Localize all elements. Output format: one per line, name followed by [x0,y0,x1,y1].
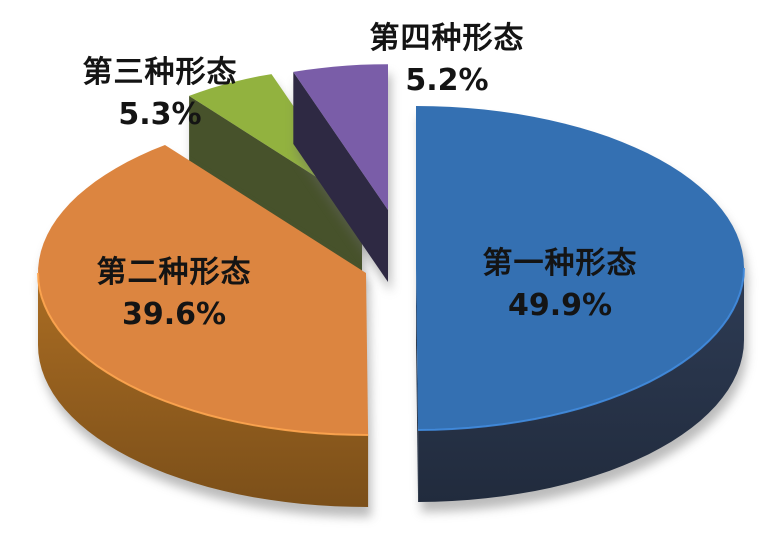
pie-slice-1 [416,106,745,502]
pie-slice-2 [37,145,369,507]
pie-slice-4 [293,64,388,283]
